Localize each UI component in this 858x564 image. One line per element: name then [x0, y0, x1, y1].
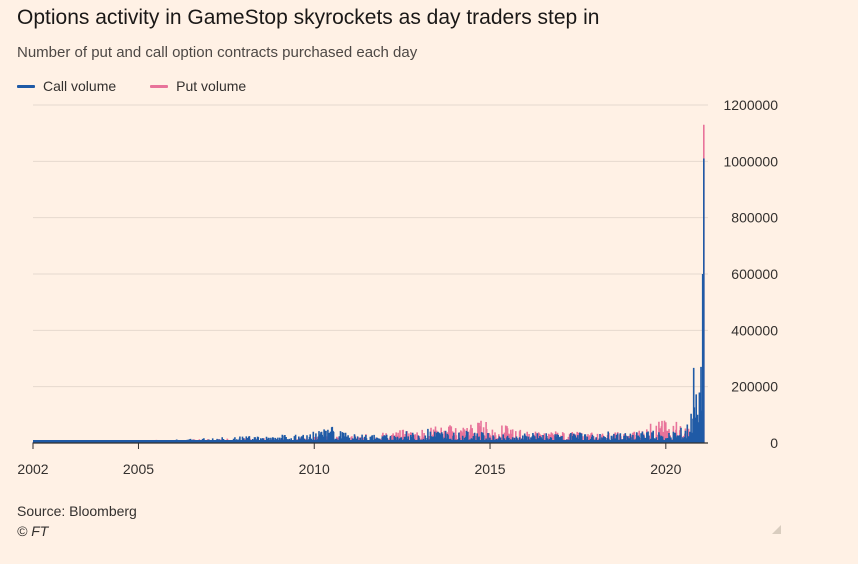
x-tick-label: 2010 — [299, 461, 330, 477]
resize-corner-icon — [772, 525, 781, 534]
x-tick-label: 2005 — [123, 461, 154, 477]
x-axis — [32, 442, 708, 449]
y-tick-label: 800000 — [731, 210, 778, 226]
y-tick-label: 0 — [770, 435, 778, 451]
x-axis-labels: 2002 2005 2010 2015 2020 — [17, 461, 681, 477]
y-tick-label: 1000000 — [723, 153, 778, 169]
y-tick-label: 400000 — [731, 322, 778, 338]
put-volume-series — [32, 124, 705, 443]
legend-swatch-call — [17, 84, 35, 88]
series-spikes — [32, 124, 705, 443]
legend-item-put: Put volume — [150, 78, 246, 94]
y-axis-labels: 1200000 1000000 800000 600000 400000 200000 0 — [723, 97, 778, 451]
y-tick-label: 600000 — [731, 266, 778, 282]
source-note: Source: Bloomberg — [17, 503, 137, 519]
legend-swatch-put — [150, 84, 169, 88]
chart-title: Options activity in GameStop skyrockets … — [17, 6, 600, 29]
ft-credit: © FT — [17, 523, 49, 539]
legend-item-call: Call volume — [17, 78, 116, 94]
x-tick-label: 2015 — [474, 461, 505, 477]
chart-subtitle: Number of put and call option contracts … — [17, 44, 418, 61]
legend-label-call: Call volume — [43, 78, 117, 94]
y-tick-label: 1200000 — [723, 97, 778, 113]
legend: Call volume Put volume — [17, 78, 280, 94]
y-tick-label: 200000 — [731, 379, 778, 395]
x-tick-label: 2020 — [650, 461, 681, 477]
gridlines — [33, 104, 708, 388]
legend-label-put: Put volume — [176, 78, 247, 94]
call-volume-baseline — [33, 440, 704, 443]
call-volume-series — [32, 158, 705, 443]
x-tick-label: 2002 — [17, 461, 48, 477]
series-spikes — [32, 158, 705, 443]
